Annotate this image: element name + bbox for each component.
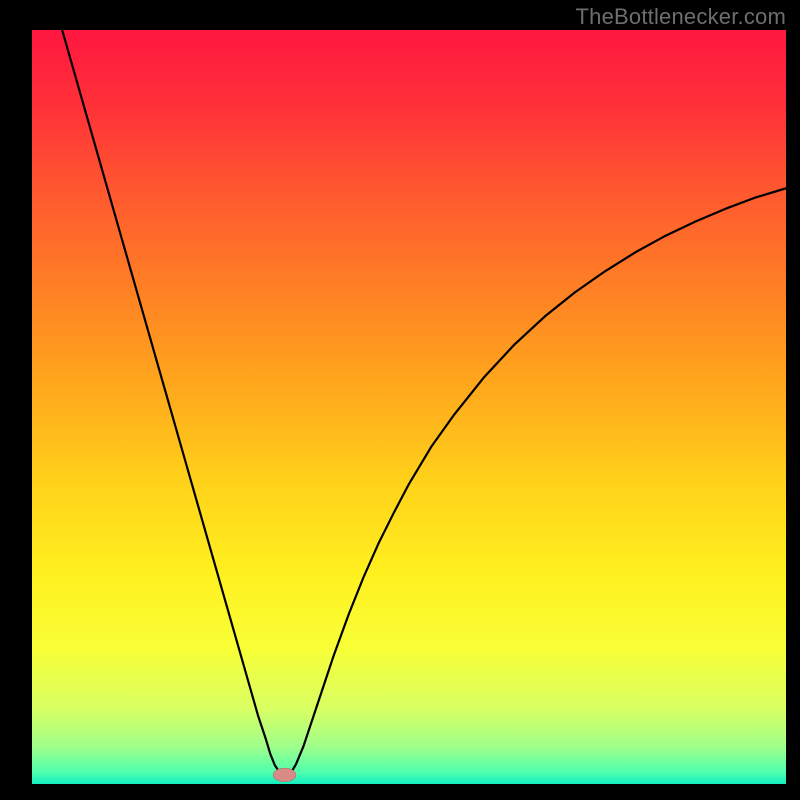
watermark-text: TheBottlenecker.com: [576, 4, 786, 30]
plot-background: [32, 30, 786, 784]
bottleneck-curve-plot: [32, 30, 786, 784]
chart-frame: TheBottlenecker.com: [0, 0, 800, 800]
minimum-marker: [273, 768, 296, 782]
